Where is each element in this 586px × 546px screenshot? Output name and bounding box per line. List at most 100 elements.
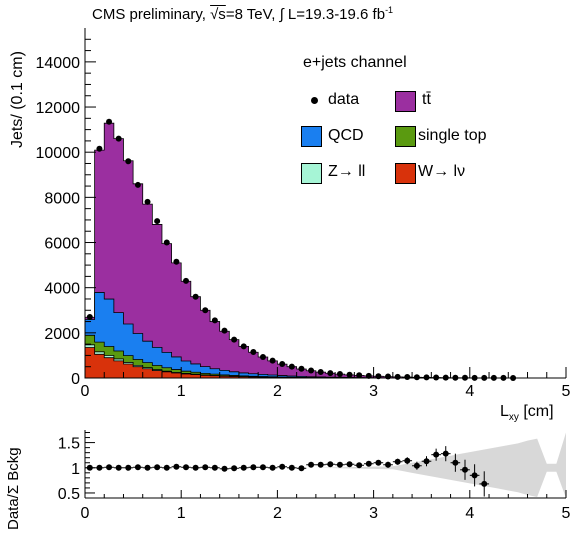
data-point	[125, 158, 132, 165]
ratio-point	[365, 460, 372, 467]
legend-swatch-ttbar	[395, 91, 416, 112]
ratio-point	[413, 462, 420, 469]
legend-label-w-lnu: W→ lν	[418, 163, 466, 180]
ratio-point	[336, 461, 343, 468]
data-point	[385, 373, 392, 380]
x-tick-label: 4	[465, 383, 474, 400]
data-point	[163, 239, 170, 246]
x-tick-label: 2	[273, 383, 282, 400]
ratio-point	[183, 464, 190, 471]
ratio-x-tick-label: 5	[562, 505, 571, 522]
data-point	[134, 181, 141, 188]
legend-label-single-top: single top	[418, 127, 487, 144]
legend-label-qcd: QCD	[328, 127, 364, 144]
y-tick-label: 2000	[44, 326, 80, 343]
legend-label-ttbar: tt̄	[422, 91, 431, 108]
data-point	[86, 314, 93, 321]
ratio-uncertainty-band	[315, 432, 566, 498]
data-point	[250, 349, 257, 356]
ratio-point	[317, 461, 324, 468]
data-point	[356, 372, 363, 379]
ratio-y-tick-label: 0.5	[58, 486, 80, 503]
ratio-point	[96, 464, 103, 471]
ratio-point	[221, 465, 228, 472]
data-point	[154, 218, 161, 225]
data-point	[202, 307, 209, 314]
ratio-point	[433, 451, 440, 458]
ratio-point	[202, 464, 209, 471]
ratio-y-tick-label: 1	[71, 461, 80, 478]
data-point	[192, 293, 199, 300]
ratio-x-tick-label: 3	[369, 505, 378, 522]
ratio-point	[356, 462, 363, 469]
data-point	[423, 374, 430, 381]
ratio-point	[211, 464, 218, 471]
data-point	[144, 198, 151, 205]
main-axes: 0 1 2 3 4 5 0 2000 4000 6000 8000 10000 12000 14000	[36, 28, 571, 400]
ratio-points	[85, 446, 490, 497]
data-point	[327, 370, 334, 377]
y-axis-label: Jets/ (0.1 cm)	[9, 51, 26, 148]
ratio-x-tick-label: 0	[81, 505, 90, 522]
ratio-point	[259, 464, 266, 471]
stacked-histogram	[84, 122, 519, 379]
ratio-point	[442, 450, 449, 457]
data-point	[308, 367, 315, 374]
x-tick-label: 0	[81, 383, 90, 400]
data-point	[211, 317, 218, 324]
ratio-point	[154, 464, 161, 471]
ratio-point	[346, 461, 353, 468]
y-tick-label: 12000	[36, 100, 81, 117]
y-tick-label: 4000	[44, 281, 80, 298]
ratio-point	[423, 458, 430, 465]
ratio-point	[298, 465, 305, 472]
ratio-point	[240, 464, 247, 471]
data-point	[317, 369, 324, 376]
ratio-point	[288, 464, 295, 471]
legend-data-marker	[311, 97, 318, 104]
ratio-point	[308, 461, 315, 468]
ratio-point	[269, 464, 276, 471]
y-tick-label: 6000	[44, 236, 80, 253]
y-tick-label: 14000	[36, 55, 81, 72]
ratio-point	[461, 466, 468, 473]
ratio-y-tick-label: 1.5	[58, 436, 80, 453]
ratio-point	[173, 463, 180, 470]
ratio-axes: 0 1 2 3 4 5 0.5 1 1.5	[58, 430, 571, 522]
data-point	[365, 372, 372, 379]
data-point	[259, 354, 266, 360]
ratio-y-axis-label: Data/Σ Bckg	[5, 447, 22, 530]
data-point	[336, 371, 343, 378]
legend-swatch-qcd	[301, 126, 322, 147]
ratio-x-tick-label: 1	[177, 505, 186, 522]
ratio-point	[134, 464, 141, 471]
x-tick-label: 1	[177, 383, 186, 400]
legend-swatch-z-ll	[301, 163, 322, 184]
data-point	[413, 374, 420, 381]
ratio-point	[375, 459, 382, 466]
ratio-point	[231, 465, 238, 472]
data-point	[279, 361, 286, 367]
data-point	[433, 374, 440, 381]
ratio-point	[125, 464, 132, 471]
data-point	[298, 365, 305, 372]
data-point	[106, 118, 113, 125]
ratio-point	[279, 463, 286, 470]
y-tick-label: 0	[71, 371, 80, 388]
data-point	[173, 258, 180, 265]
legend-label-z-ll: Z→ ll	[328, 163, 366, 180]
ratio-point	[106, 464, 113, 471]
chart-title: CMS preliminary, √s=8 TeV, ∫ L=19.3-19.6…	[92, 5, 394, 23]
data-point	[346, 371, 353, 378]
ratio-point	[327, 461, 334, 468]
ratio-point	[144, 464, 151, 471]
ratio-point	[471, 472, 478, 479]
ratio-point	[452, 459, 459, 466]
data-point	[231, 336, 238, 343]
y-tick-label: 8000	[44, 190, 80, 207]
stack-layer-tt-4	[84, 122, 519, 379]
x-axis-label: Lxy [cm]	[500, 403, 554, 424]
ratio-point	[192, 464, 199, 471]
x-tick-label: 5	[562, 383, 571, 400]
